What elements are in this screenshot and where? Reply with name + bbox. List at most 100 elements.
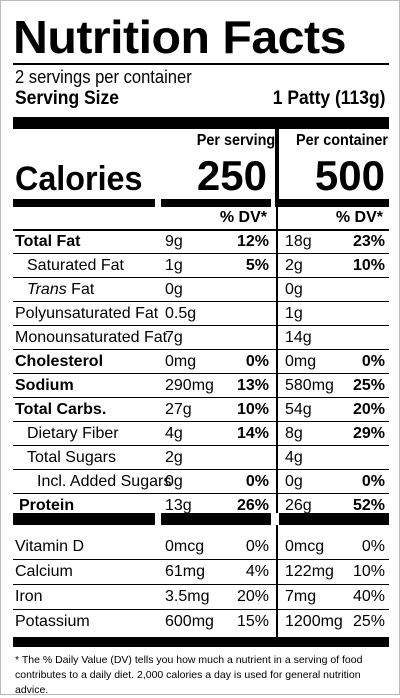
amount-per-serving: 290mg (165, 377, 214, 394)
vitamin-name: Vitamin D (15, 538, 85, 555)
table-row: Monounsaturated Fat 7g 14g (1, 326, 400, 349)
amount-per-serving: 27g (165, 401, 192, 418)
amount-per-serving: 0mg (165, 353, 197, 370)
thick-divider (13, 513, 155, 525)
nutrient-name: Dietary Fiber (27, 425, 119, 442)
dv-per-container: 25% (352, 613, 385, 630)
row-divider (13, 421, 389, 422)
amount-per-container: 0mcg (285, 538, 325, 555)
dv-per-container: 0% (361, 353, 385, 370)
divider (13, 63, 389, 65)
amount-per-container: 7mg (285, 588, 317, 605)
table-row: Total Carbs. 27g 10% 54g 20% (1, 398, 400, 421)
thick-divider (13, 199, 155, 207)
dv-per-serving: 0% (245, 473, 269, 490)
table-row: Potassium 600mg 15% 1200mg 25% (1, 610, 400, 634)
dv-per-container: 0% (361, 473, 385, 490)
amount-per-serving: 13g (165, 497, 192, 514)
serving-size-value: 1 Patty (113g) (272, 88, 385, 109)
amount-per-serving: 9g (165, 233, 183, 250)
dv-per-serving: 5% (245, 257, 269, 274)
amount-per-container: 8g (285, 425, 303, 442)
row-divider (13, 229, 389, 231)
dv-header-container: % DV* (335, 209, 383, 226)
dv-per-serving: 20% (236, 588, 269, 605)
table-row: Sodium 290mg 13% 580mg 25% (1, 374, 400, 397)
amount-per-serving: 4g (165, 425, 183, 442)
dv-per-container: 10% (352, 563, 385, 580)
amount-per-container: 4g (285, 449, 303, 466)
per-serving-header: Per serving (196, 132, 276, 149)
row-divider (13, 493, 389, 494)
amount-per-serving: 3.5mg (165, 588, 210, 605)
row-divider (13, 469, 389, 470)
table-row: Calcium 61mg 4% 122mg 10% (1, 560, 400, 584)
row-divider (13, 349, 389, 350)
table-row: Saturated Fat 1g 5% 2g 10% (1, 254, 400, 277)
column-divider (275, 129, 279, 207)
nutrient-name: Trans Fat (27, 278, 94, 301)
table-row: Dietary Fiber 4g 14% 8g 29% (1, 422, 400, 445)
row-divider (13, 559, 389, 560)
dv-per-serving: 26% (236, 497, 269, 514)
dv-per-container: 0% (361, 538, 385, 555)
calories-per-container: 500 (314, 152, 385, 199)
trans-label: Trans (27, 281, 67, 298)
row-divider (13, 609, 389, 610)
table-row: Trans Fat 0g 0g (1, 278, 400, 301)
table-row: Vitamin D 0mcg 0% 0mcg 0% (1, 535, 400, 559)
row-divider (13, 397, 389, 398)
dv-per-serving: 0% (245, 353, 269, 370)
amount-per-container: 26g (285, 497, 312, 514)
calories-label: Calories (15, 160, 143, 198)
table-row: Total Fat 9g 12% 18g 23% (1, 230, 400, 253)
nutrient-name: Incl. Added Sugars (37, 473, 172, 490)
thick-divider (279, 199, 389, 207)
vitamin-name: Iron (15, 588, 43, 605)
amount-per-serving: 600mg (165, 613, 214, 630)
servings-per-container: 2 servings per container (15, 67, 192, 87)
thick-divider (279, 513, 389, 525)
nutrient-name: Cholesterol (15, 353, 104, 370)
amount-per-container: 0g (285, 473, 303, 490)
dv-per-serving: 0% (245, 538, 269, 555)
amount-per-container: 122mg (285, 563, 334, 580)
dv-per-container: 23% (352, 233, 385, 250)
row-divider (13, 253, 389, 254)
dv-per-container: 25% (352, 377, 385, 394)
dv-per-serving: 12% (236, 233, 269, 250)
vitamin-name: Calcium (15, 563, 73, 580)
vitamin-name: Potassium (15, 613, 90, 630)
dv-per-serving: 10% (236, 401, 269, 418)
footnote: * The % Daily Value (DV) tells you how m… (15, 654, 363, 696)
table-row: Total Sugars 2g 4g (1, 446, 400, 469)
amount-per-serving: 7g (165, 329, 183, 346)
amount-per-serving: 2g (165, 449, 183, 466)
dv-per-serving: 14% (236, 425, 269, 442)
calories-per-serving: 250 (196, 152, 267, 199)
dv-per-container: 10% (352, 257, 385, 274)
row-divider (13, 301, 389, 302)
nutrient-name: Sodium (15, 377, 74, 394)
trans-label-rest: Fat (66, 281, 95, 298)
table-row: Iron 3.5mg 20% 7mg 40% (1, 585, 400, 609)
row-divider (13, 373, 389, 374)
amount-per-serving: 1g (165, 257, 183, 274)
amount-per-container: 54g (285, 401, 312, 418)
thick-divider (161, 513, 271, 525)
dv-per-container: 40% (352, 588, 385, 605)
nutrient-name: Total Carbs. (15, 401, 107, 418)
column-divider (276, 207, 278, 513)
amount-per-container: 1200mg (285, 613, 343, 630)
row-divider (13, 584, 389, 585)
serving-size-label: Serving Size (15, 88, 119, 109)
amount-per-container: 14g (285, 329, 312, 346)
dv-per-serving: 4% (245, 563, 269, 580)
nutrient-name: Total Sugars (27, 449, 116, 466)
amount-per-container: 580mg (285, 377, 334, 394)
amount-per-container: 2g (285, 257, 303, 274)
nutrient-name: Total Fat (15, 233, 81, 250)
nutrient-name: Saturated Fat (27, 257, 124, 274)
dv-per-container: 20% (352, 401, 385, 418)
dv-per-serving: 15% (236, 613, 269, 630)
